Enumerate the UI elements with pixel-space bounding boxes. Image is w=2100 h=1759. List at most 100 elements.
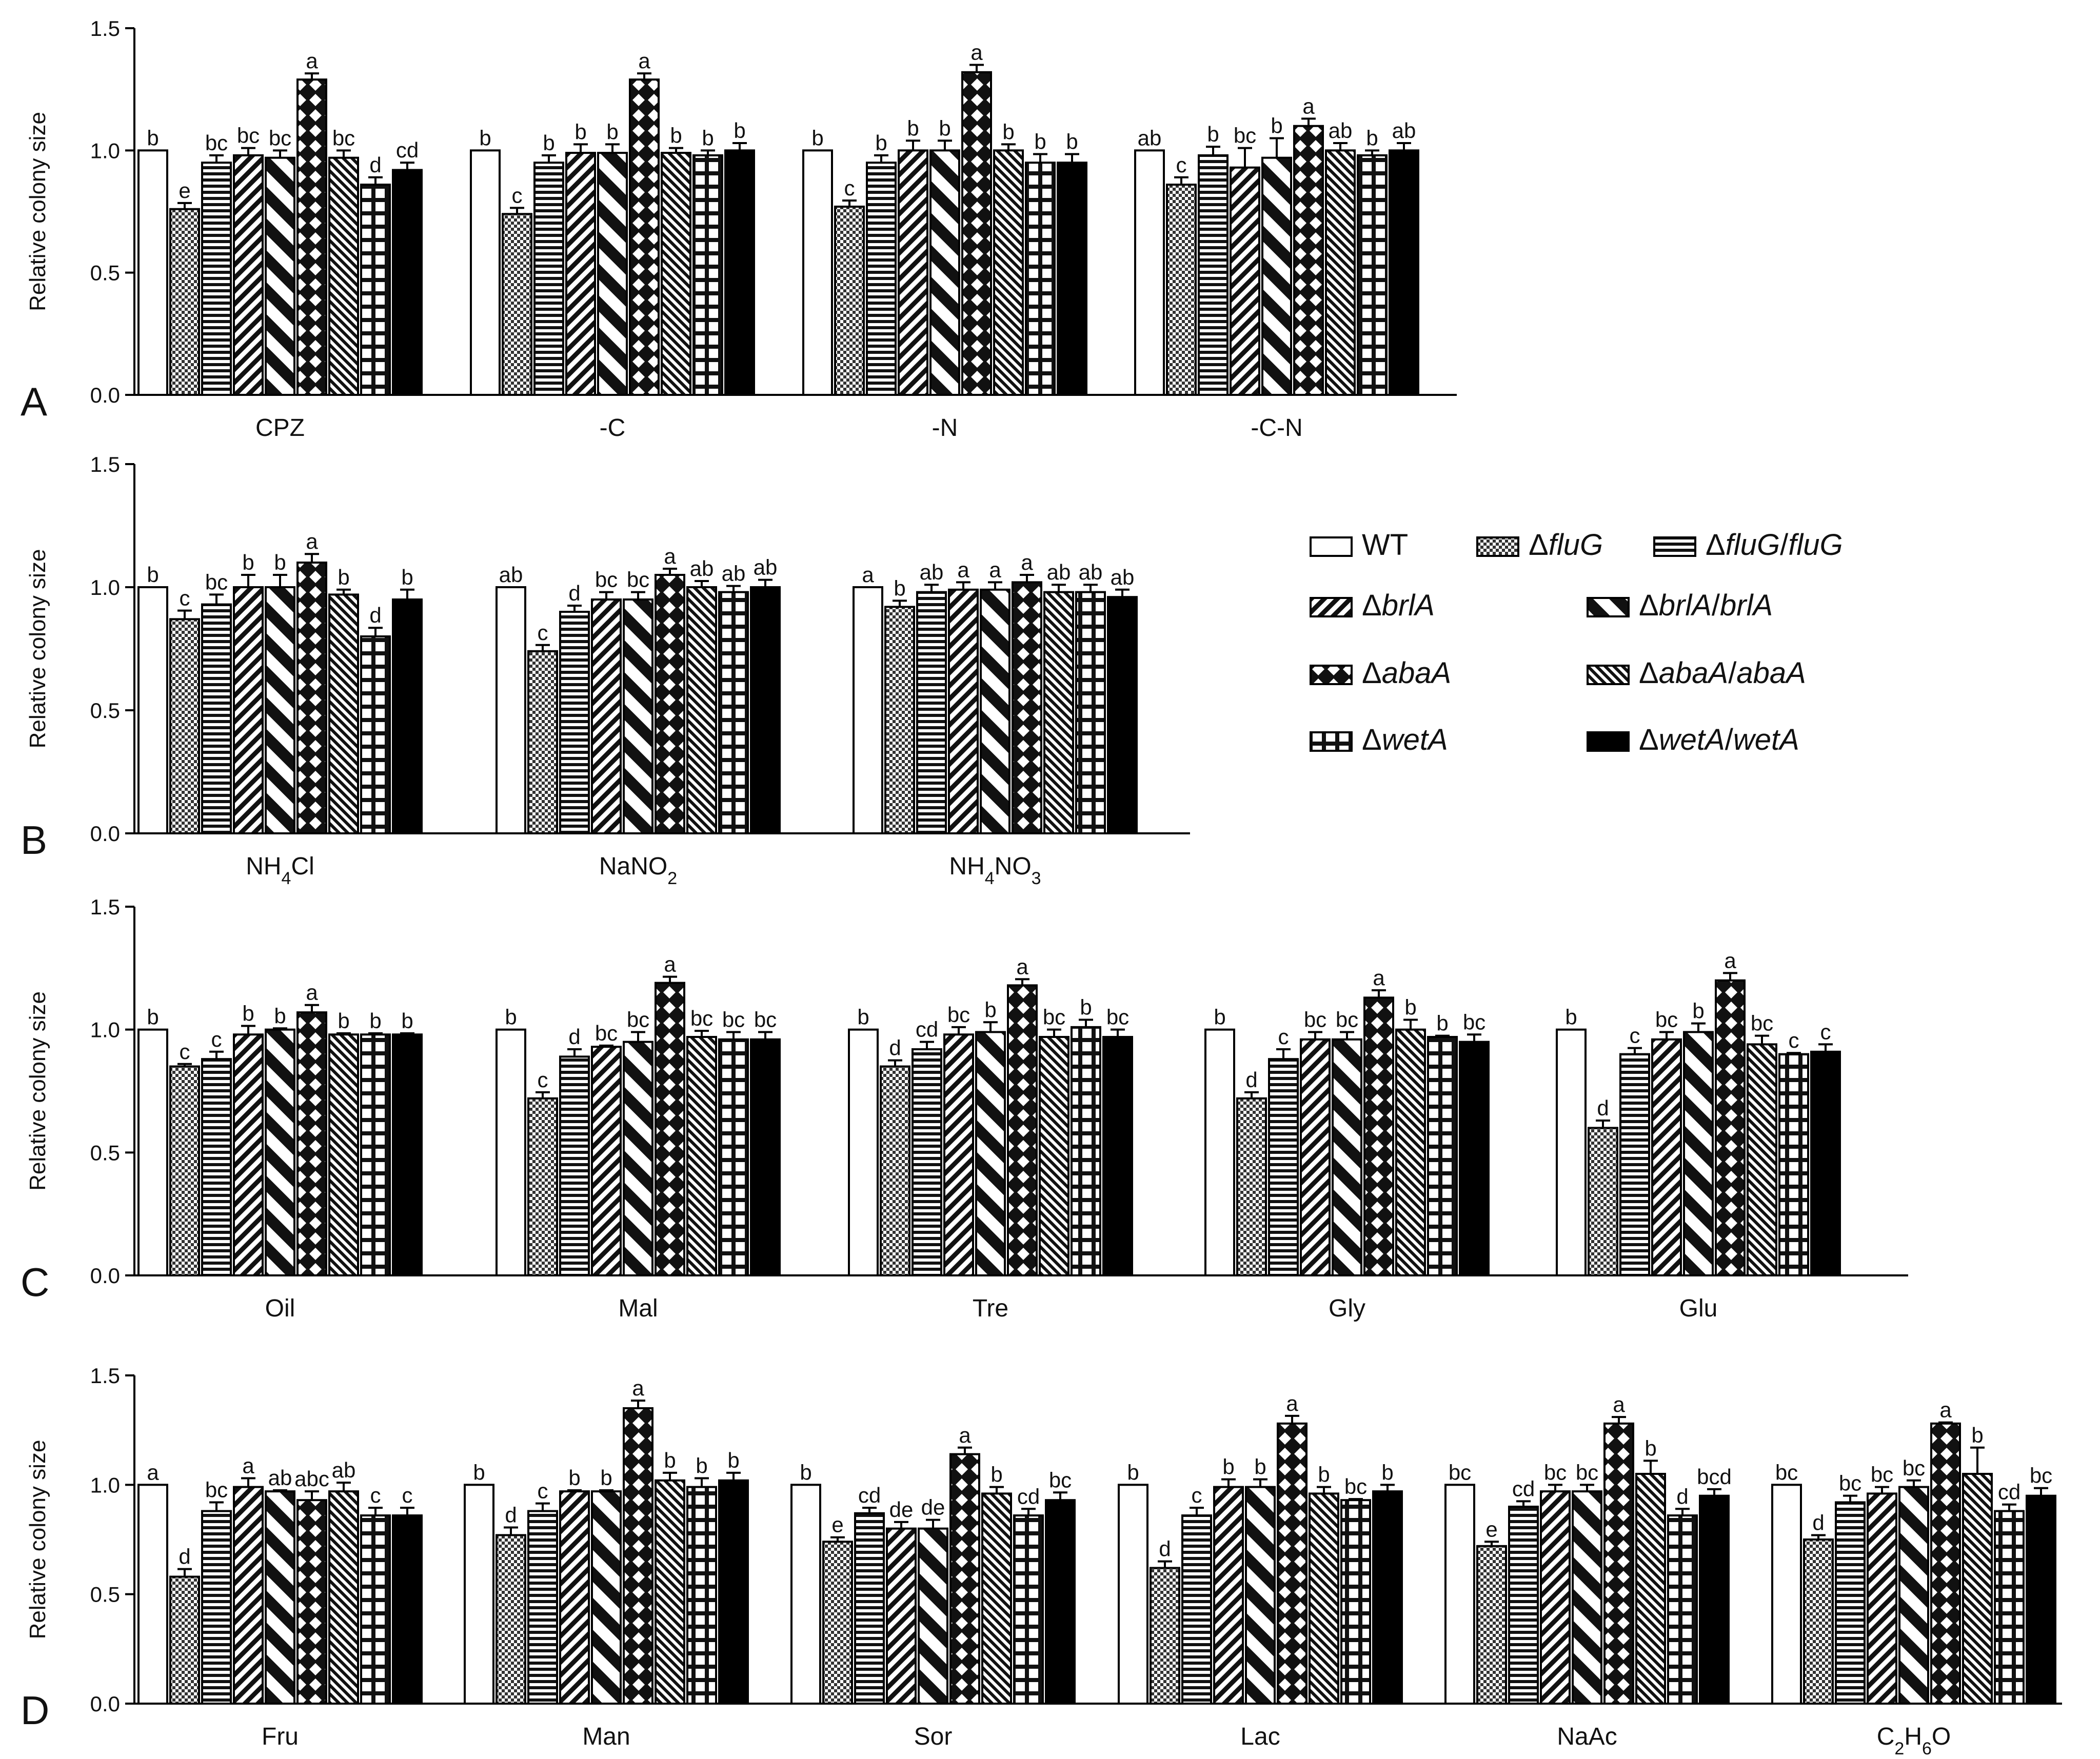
significance-letter: b [857, 1005, 869, 1029]
bar [1747, 1043, 1777, 1276]
bar [201, 162, 232, 396]
significance-letter: bc [1839, 1471, 1861, 1495]
legend-swatch [1310, 665, 1353, 685]
bar [943, 1033, 974, 1276]
panel-letter: D [21, 1688, 49, 1733]
significance-letter: bc [1463, 1010, 1485, 1034]
significance-letter: b [274, 550, 286, 574]
significance-letter: ab [722, 562, 746, 586]
category-label: Man [582, 1723, 630, 1750]
significance-letter: b [907, 116, 919, 140]
bar [916, 591, 947, 834]
significance-letter: b [147, 126, 159, 150]
bar [790, 1484, 821, 1705]
bar [1300, 1038, 1331, 1276]
y-tick-label: 1.5 [90, 1364, 120, 1388]
significance-letter: d [568, 581, 580, 605]
bar [1459, 1041, 1490, 1276]
category-label: Mal [618, 1295, 658, 1322]
bar [201, 1058, 232, 1277]
significance-letter: bc [269, 126, 291, 150]
significance-letter: b [664, 1448, 676, 1472]
legend-swatch [1310, 597, 1353, 617]
legend-swatch [1587, 731, 1630, 752]
bar [623, 1407, 653, 1705]
significance-letter: d [1812, 1510, 1824, 1534]
legend-item: ΔbrlA [1310, 589, 1435, 622]
legend-label: ΔwetA [1362, 723, 1448, 756]
significance-letter: ab [1392, 118, 1416, 143]
bar [392, 1514, 423, 1705]
bar [975, 1031, 1006, 1276]
bar [559, 1490, 590, 1705]
significance-letter: cd [916, 1017, 938, 1042]
bar [1181, 1514, 1212, 1705]
significance-letter: bc [595, 1021, 618, 1045]
bar [949, 1453, 980, 1705]
bar [1204, 1028, 1235, 1276]
legend-swatch [1310, 536, 1353, 557]
bar [1198, 154, 1229, 396]
significance-letter: a [1939, 1398, 1952, 1422]
significance-letter: a [1021, 550, 1033, 574]
bar [559, 611, 590, 834]
significance-letter: e [179, 178, 190, 203]
significance-letter: bc [237, 124, 260, 148]
bar [527, 650, 558, 835]
significance-letter: a [989, 557, 1001, 582]
significance-letter: a [242, 1454, 254, 1478]
significance-letter: c [844, 176, 855, 200]
y-tick-label: 0.5 [90, 1141, 120, 1165]
bar [1150, 1567, 1180, 1705]
significance-letter: a [306, 49, 318, 73]
significance-letter: a [1613, 1392, 1625, 1416]
significance-letter: ab [1111, 565, 1135, 589]
significance-letter: b [1254, 1455, 1266, 1479]
significance-letter: a [970, 41, 983, 65]
bar [1835, 1501, 1866, 1705]
significance-letter: ab [920, 560, 944, 584]
category-label: Sor [914, 1723, 953, 1750]
significance-letter: c [1176, 153, 1187, 177]
y-tick-label: 1.5 [90, 895, 120, 919]
significance-letter: b [1214, 1005, 1225, 1029]
bar [623, 1041, 653, 1276]
significance-letter: a [1373, 966, 1385, 990]
bar [1476, 1545, 1507, 1705]
significance-letter: b [1207, 122, 1219, 146]
significance-letter: b [1127, 1460, 1139, 1484]
legend: WT ΔfluG ΔfluG/fluG ΔbrlA ΔbrlA/brlA ΔabaA Δab… [1310, 528, 1843, 756]
bar [591, 598, 622, 834]
bar [1325, 149, 1356, 396]
bar [1118, 1484, 1148, 1705]
bar [961, 71, 992, 396]
bar [1651, 1038, 1682, 1276]
significance-letter: ab [754, 555, 778, 579]
significance-letter: a [638, 49, 650, 73]
bar [1230, 166, 1260, 396]
y-axis-label: Relative colony size [25, 1440, 50, 1640]
legend-item: ΔbrlA/brlA [1587, 589, 1773, 622]
significance-letter: a [1286, 1391, 1298, 1415]
significance-letter: b [939, 116, 950, 140]
significance-letter: d [369, 153, 381, 177]
significance-letter: ab [1138, 126, 1162, 150]
bar [169, 1575, 200, 1705]
bar [496, 586, 526, 834]
significance-letter: c [1630, 1024, 1640, 1048]
significance-letter: b [727, 1448, 739, 1472]
bar [328, 593, 359, 835]
significance-letter: e [831, 1513, 843, 1537]
bar [296, 1011, 327, 1276]
bar [834, 205, 865, 396]
bar [2026, 1494, 2056, 1705]
bar [137, 1028, 168, 1276]
